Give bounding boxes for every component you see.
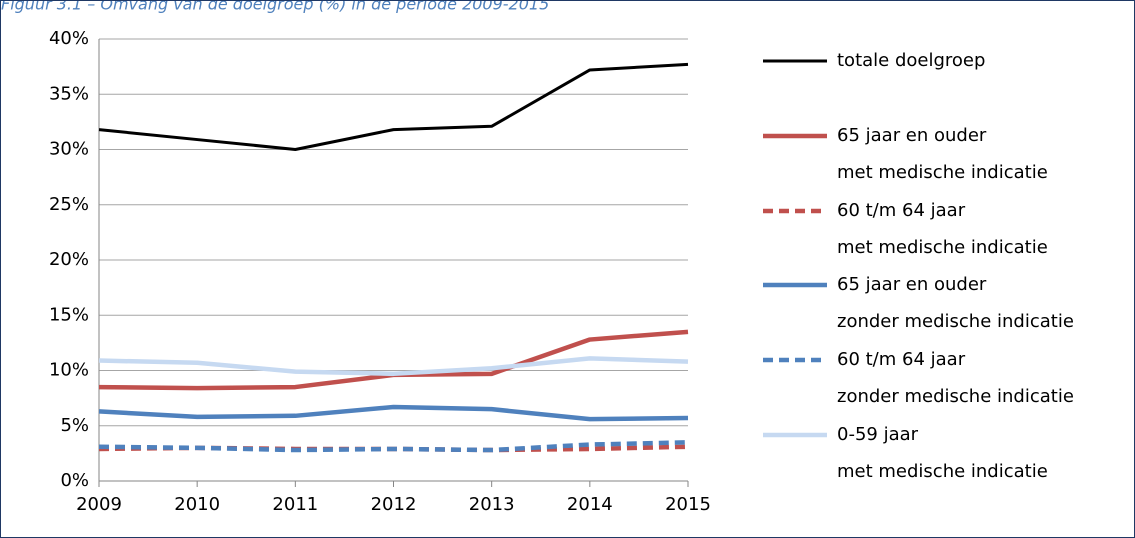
legend-label: 60 t/m 64 jaar zonder medische indicatie	[837, 349, 1074, 408]
legend-item: 65 jaar en ouder met medische indicatie	[761, 119, 1048, 191]
series-line	[98, 404, 689, 422]
x-tick-label: 2010	[174, 494, 220, 515]
legend-swatch	[763, 208, 827, 213]
legend-item: 60 t/m 64 jaar met medische indicatie	[761, 194, 1048, 266]
legend-label: 60 t/m 64 jaar met medische indicatie	[837, 199, 1048, 258]
series-line	[98, 62, 689, 151]
x-tick-label: 2012	[371, 494, 417, 515]
y-tick-label: 25%	[49, 194, 89, 215]
y-tick-label: 10%	[49, 360, 89, 381]
legend-label: 65 jaar en ouder zonder medische indicat…	[837, 274, 1074, 333]
x-tick-label: 2015	[665, 494, 711, 515]
legend-swatch	[763, 283, 827, 288]
y-tick-label: 0%	[60, 470, 89, 491]
series-line	[98, 440, 689, 453]
x-tick-label: 2009	[76, 494, 122, 515]
y-tick-label: 40%	[49, 28, 89, 49]
series-line	[98, 356, 689, 377]
y-tick-label: 35%	[49, 83, 89, 104]
legend-swatch	[763, 133, 827, 139]
x-tick-label: 2014	[567, 494, 613, 515]
legend-swatch	[763, 432, 827, 438]
legend-item: totale doelgroep	[761, 44, 985, 80]
legend-label: 0-59 jaar met medische indicatie	[837, 424, 1048, 482]
y-tick-label: 15%	[49, 304, 89, 325]
y-tick-label: 20%	[49, 249, 89, 270]
x-tick-label: 2011	[272, 494, 318, 515]
y-tick-label: 5%	[60, 415, 89, 436]
legend-item: 60 t/m 64 jaar zonder medische indicatie	[761, 343, 1074, 415]
legend-label: totale doelgroep	[837, 50, 986, 71]
legend-label: 65 jaar en ouder met medische indicatie	[837, 124, 1048, 183]
legend-item: 65 jaar en ouder zonder medische indicat…	[761, 268, 1074, 340]
legend-item: 0-59 jaar met medische indicatie	[761, 418, 1048, 490]
x-tick-label: 2013	[469, 494, 515, 515]
legend-swatch	[763, 59, 827, 63]
legend-swatch	[763, 357, 827, 363]
y-tick-label: 30%	[49, 139, 89, 160]
chart-title: Figuur 3.1 – Omvang van de doelgroep (%)…	[1, 1, 549, 14]
